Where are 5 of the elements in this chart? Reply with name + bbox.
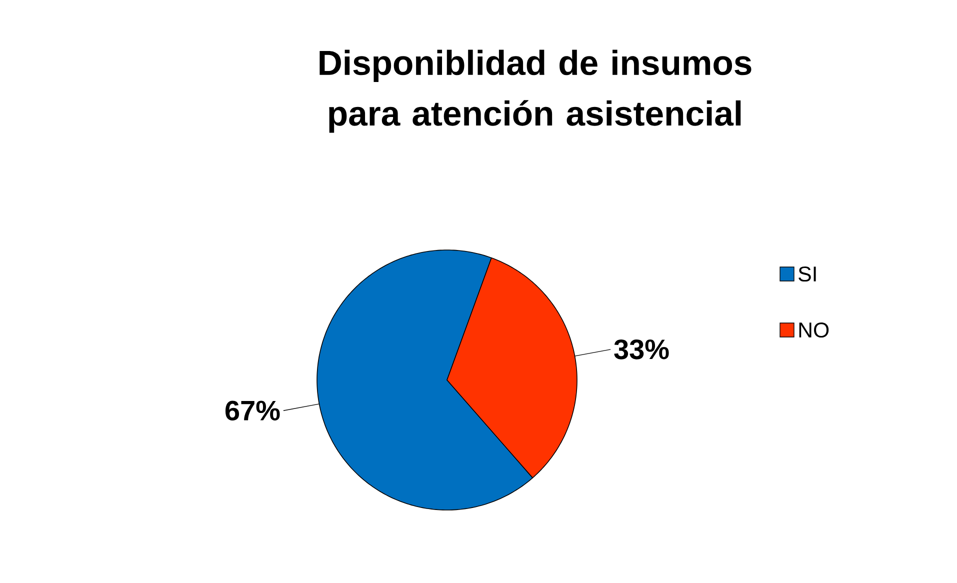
data-label: 67% (225, 400, 280, 421)
legend-label: SI (798, 266, 816, 282)
chart-title: Disponiblidad de insumos para atención asistencial (320, 50, 752, 133)
data-label: 33% (614, 339, 669, 360)
legend-label: NO (799, 322, 829, 338)
